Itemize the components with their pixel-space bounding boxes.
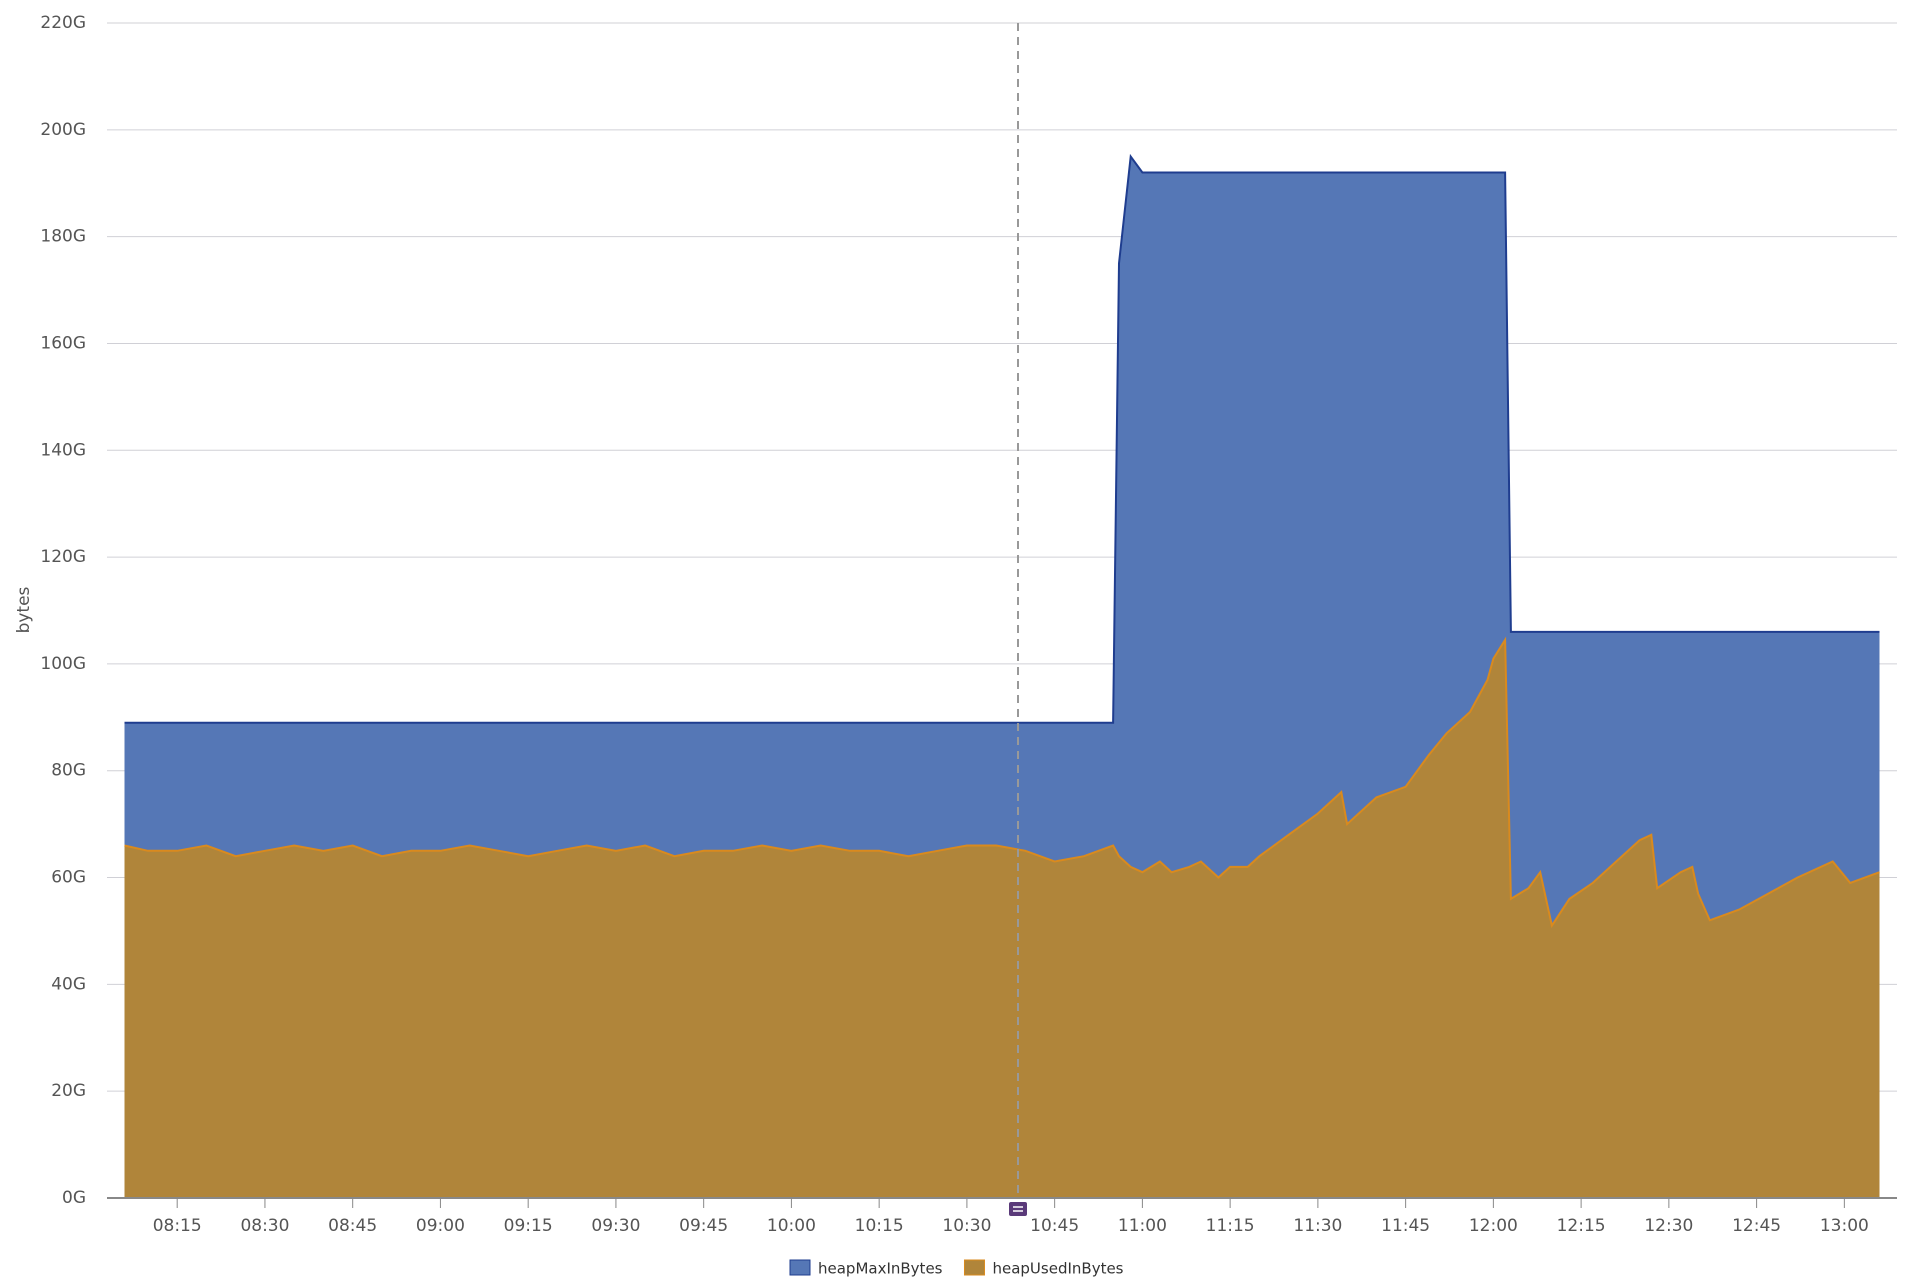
y-tick-label: 160G (40, 333, 86, 353)
plot (124, 153, 1880, 1198)
legend-swatch (963, 1259, 985, 1276)
y-tick-label: 220G (40, 13, 86, 33)
y-tick-label: 60G (51, 868, 86, 888)
x-tick-label: 09:15 (504, 1216, 553, 1236)
x-tick-label: 09:00 (416, 1216, 465, 1236)
area-line (124, 153, 1880, 724)
x-tick-label: 10:45 (1030, 1216, 1079, 1236)
x-tick-label: 10:00 (767, 1216, 816, 1236)
x-tick-label: 12:00 (1469, 1216, 1518, 1236)
area-fill (124, 639, 1880, 1198)
x-tick-label: 11:15 (1206, 1216, 1255, 1236)
x-tick-label: 13:00 (1820, 1216, 1869, 1236)
x-tick-label: 12:45 (1732, 1216, 1781, 1236)
y-tick-label: 100G (40, 654, 86, 674)
y-tick-label: 120G (40, 547, 86, 567)
x-tick-label: 08:15 (153, 1216, 202, 1236)
x-tick-label: 10:15 (855, 1216, 904, 1236)
x-tick-label: 10:30 (942, 1216, 991, 1236)
y-tick-label: 80G (51, 761, 86, 781)
x-tick-label: 11:00 (1118, 1216, 1167, 1236)
x-tick-label: 12:30 (1644, 1216, 1693, 1236)
x-tick-label: 11:30 (1293, 1216, 1342, 1236)
legend-label: heapUsedInBytes (992, 1260, 1123, 1278)
x-tick-label: 08:45 (328, 1216, 377, 1236)
y-tick-label: 20G (51, 1081, 86, 1101)
x-tick-label: 11:45 (1381, 1216, 1430, 1236)
y-tick-label: 40G (51, 974, 86, 994)
y-tick-label: 0G (62, 1188, 86, 1208)
x-tick-label: 09:30 (591, 1216, 640, 1236)
y-tick-label: 180G (40, 227, 86, 247)
legend: heapMaxInBytes heapUsedInBytes (789, 1259, 1124, 1278)
y-axis-title: bytes (14, 586, 34, 633)
x-tick-label: 08:30 (240, 1216, 289, 1236)
area-line (124, 636, 1880, 929)
legend-label: heapMaxInBytes (818, 1260, 943, 1278)
annotation-icon[interactable] (1009, 1202, 1027, 1216)
axes: 0G 20G 40G 60G 80G 100G 120G 140G 160G 180G 200G 22… (40, 13, 1897, 1236)
x-tick-label: 09:45 (679, 1216, 728, 1236)
y-tick-label: 200G (40, 120, 86, 140)
legend-swatch (789, 1259, 811, 1276)
x-tick-label: 12:15 (1557, 1216, 1606, 1236)
y-tick-label: 140G (40, 440, 86, 460)
